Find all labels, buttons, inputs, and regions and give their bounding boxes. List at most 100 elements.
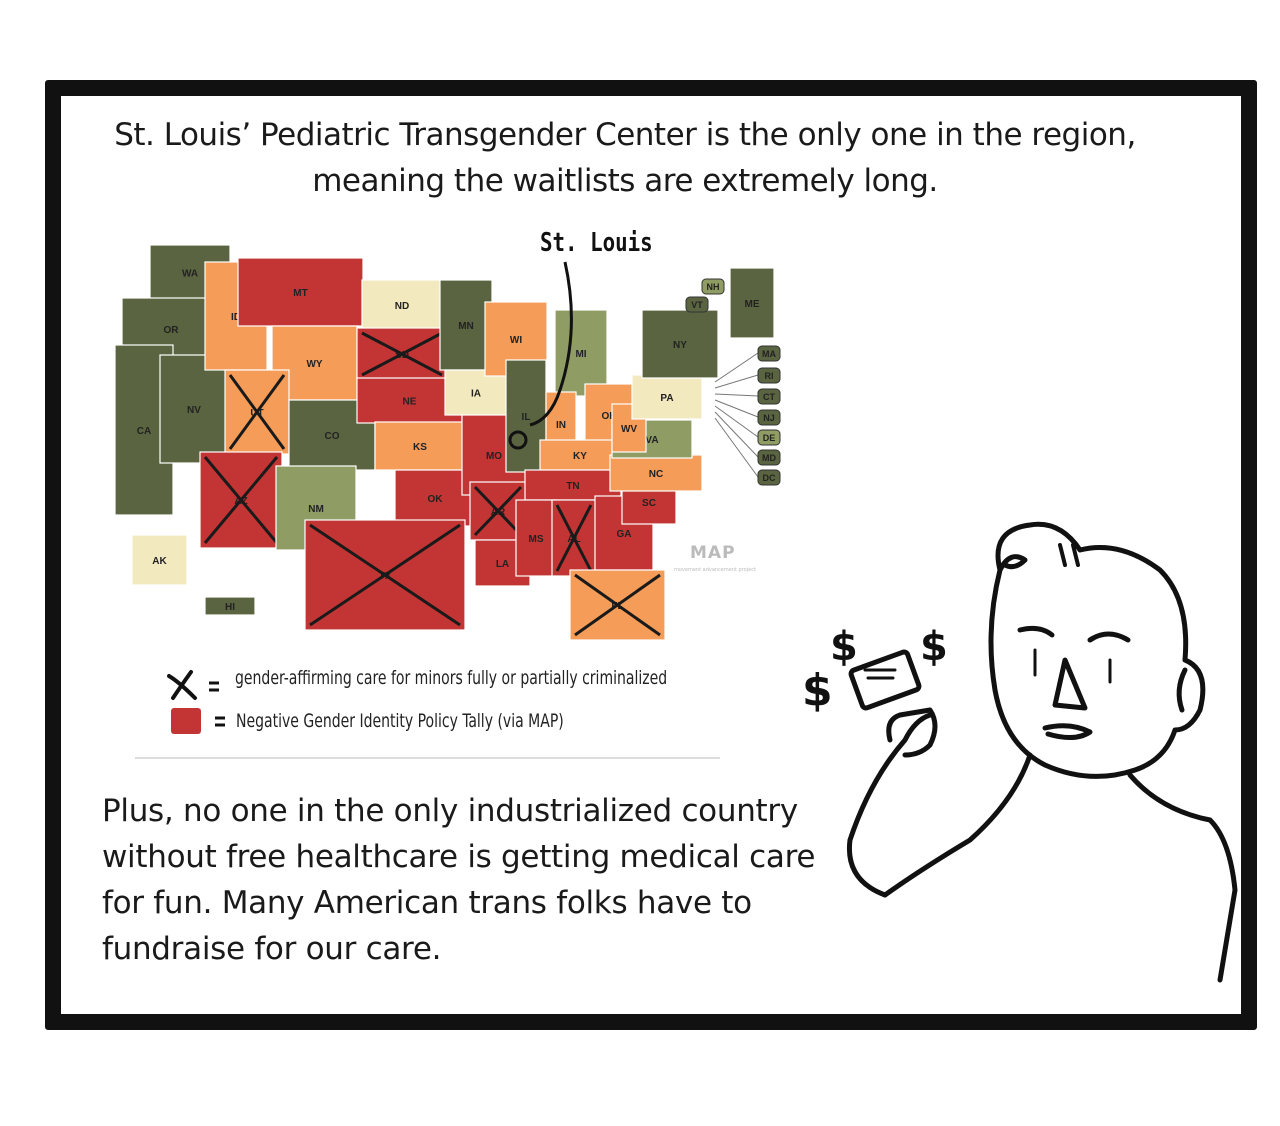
state-label: WY [306,359,322,370]
callout-label: RI [765,371,774,381]
state-me: ME [729,267,775,339]
equals-icon [215,716,225,727]
state-shape [524,469,622,501]
state-shape [159,354,229,464]
top-caption: St. Louis’ Pediatric Transgender Center … [114,117,1136,199]
card-stripes [863,668,897,680]
x-mark-icon [361,331,443,377]
nose [1052,657,1088,711]
state-label: ND [395,301,409,312]
state-label: MT [293,288,307,299]
arm [846,712,933,898]
eyebrow-right [1087,631,1131,643]
state-label: OR [164,325,180,336]
state-shape [439,279,493,371]
callout-label: MA [762,349,776,359]
divider [135,757,720,759]
state-label: MO [486,451,502,462]
state-label: WI [510,335,522,346]
x-mark-icon [228,374,286,450]
state-hi: HI [204,596,256,616]
st-louis-annotation: St. Louis [540,228,653,258]
state-label: OK [428,494,444,505]
mouth [1042,723,1093,740]
head-outline [988,521,1206,779]
state-label: NE [403,397,417,408]
st-louis-marker [508,430,528,450]
state-label: IN [556,420,566,431]
state-label: IL [522,412,531,423]
red-swatch-icon [171,708,201,734]
state-ak: AK [131,534,188,586]
state-mn: MN [439,279,493,371]
callout-nj: NJ [714,399,781,426]
callout-box [757,367,781,384]
state-ms: MS [515,499,557,577]
dollar-sign-icon: $ [802,665,833,716]
state-label: SC [642,498,656,509]
state-mt: MT [237,257,364,327]
state-label: IA [471,389,481,400]
callout-label: CT [763,392,775,402]
state-label: VA [645,435,658,446]
state-label: WV [621,424,637,435]
dollar-sign-icon: $ [920,624,948,670]
callout-box [757,345,781,362]
state-ia: IA [444,369,508,416]
callout-dc: DC [714,417,781,486]
hand [886,707,938,758]
legend-icons [167,670,225,734]
comic-panel-frame [45,80,1257,1030]
credit-card-icon [848,649,922,711]
neck-body [882,752,1238,983]
bottom-caption: Plus, no one in the only industrialized … [102,793,816,967]
x-mark-icon [309,523,461,627]
legend-criminalized: gender-affirming care for minors fully o… [235,667,668,689]
dollar-sign-icon: $ [830,624,858,670]
x-mark-icon [167,670,197,700]
ear [1176,667,1188,713]
state-az: AZ [199,451,283,549]
state-label: OH [602,411,617,422]
state-nc: NC [609,454,703,492]
callout-nh: NH [701,278,725,295]
state-mi: MI [554,309,608,397]
state-label: CA [137,426,151,437]
callout-box [701,278,725,295]
equals-icon [209,681,219,692]
state-shape [131,534,188,586]
state-label: TN [566,481,579,492]
state-label: WA [182,269,198,280]
state-label: MN [458,321,474,332]
eyebrow-left [1017,625,1055,638]
tears [1033,648,1112,684]
state-sd: SD [356,327,448,381]
x-mark-icon [203,456,279,544]
callout-ri: RI [714,367,781,389]
state-al: AL [551,499,597,577]
state-label: KY [573,451,587,462]
state-label: ME [745,299,760,310]
state-shape [361,279,443,331]
map-logo: MAP [690,543,736,563]
callout-de: DE [714,405,781,446]
callout-label: NJ [763,413,775,423]
x-mark-icon [473,485,523,537]
state-label: NY [673,340,687,351]
state-shape [237,257,364,327]
state-ny: NY [641,309,719,379]
st-louis-arrow [529,261,573,427]
state-label: LA [496,559,509,570]
map-logo-subtitle: movement advancement project [674,567,756,573]
callout-md: MD [714,411,781,466]
hair-curl [997,554,1028,573]
state-il: IL [505,359,547,473]
callout-box [757,409,781,426]
state-label: GA [617,529,632,540]
state-shape [641,309,719,379]
state-fl: FL [569,569,666,641]
state-label: KS [413,442,427,453]
state-shape [539,439,621,471]
state-label: CO [325,431,340,442]
